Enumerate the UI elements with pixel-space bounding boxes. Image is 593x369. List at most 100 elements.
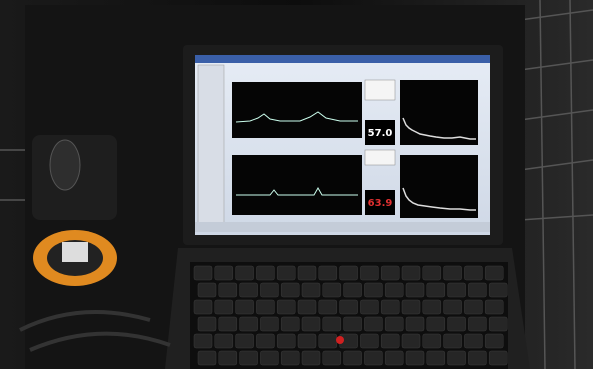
key — [339, 299, 358, 315]
key — [260, 316, 279, 332]
key — [488, 350, 508, 366]
key — [401, 333, 421, 349]
key — [297, 299, 317, 315]
key — [468, 350, 487, 366]
key — [426, 282, 446, 298]
key — [360, 333, 379, 349]
key — [401, 299, 421, 315]
spectrum-panel — [400, 80, 478, 145]
key — [443, 265, 462, 281]
key — [464, 333, 483, 349]
key — [484, 333, 504, 349]
key — [214, 333, 234, 349]
key — [384, 350, 404, 366]
keys — [193, 265, 508, 366]
spectrum — [402, 117, 476, 140]
key — [235, 299, 254, 315]
key — [260, 350, 279, 366]
key — [318, 265, 338, 281]
key — [197, 316, 217, 332]
key — [384, 316, 404, 332]
key — [322, 282, 342, 298]
key — [297, 265, 317, 281]
key — [218, 316, 238, 332]
key — [301, 282, 321, 298]
key — [301, 316, 321, 332]
small-display — [364, 79, 396, 101]
key — [280, 316, 300, 332]
key — [256, 265, 275, 281]
key — [422, 299, 442, 315]
key — [235, 265, 254, 281]
key — [360, 299, 379, 315]
key — [426, 350, 446, 366]
key — [464, 299, 483, 315]
key — [468, 282, 487, 298]
status-bar — [195, 222, 490, 232]
key — [468, 316, 487, 332]
key — [484, 265, 504, 281]
key — [488, 316, 508, 332]
key — [280, 282, 300, 298]
key — [322, 316, 342, 332]
trace — [236, 186, 358, 196]
key — [443, 299, 462, 315]
key — [426, 316, 446, 332]
key — [260, 282, 279, 298]
readout-box — [365, 120, 395, 145]
key — [197, 350, 217, 366]
key — [218, 282, 238, 298]
key — [276, 333, 296, 349]
readout-box — [365, 190, 395, 215]
key — [239, 350, 258, 366]
key — [214, 265, 234, 281]
key — [197, 282, 217, 298]
key — [422, 333, 442, 349]
key — [360, 265, 379, 281]
device-clip — [62, 242, 88, 262]
title-bar — [195, 55, 490, 63]
spectrum — [402, 187, 476, 211]
key — [280, 350, 300, 366]
key — [384, 282, 404, 298]
toolbar — [197, 64, 225, 231]
key — [447, 282, 466, 298]
key — [318, 299, 338, 315]
mouse — [49, 139, 81, 191]
key — [276, 265, 296, 281]
key — [214, 299, 234, 315]
readout: 57.0 — [368, 128, 393, 139]
key — [256, 299, 275, 315]
key — [488, 282, 508, 298]
trackpoint — [336, 336, 344, 344]
key — [301, 350, 321, 366]
key — [447, 350, 466, 366]
key — [364, 350, 383, 366]
key — [256, 333, 275, 349]
small-display — [364, 149, 396, 166]
chart-panel — [232, 155, 362, 215]
key — [322, 350, 342, 366]
key — [364, 316, 383, 332]
key — [401, 265, 421, 281]
key — [405, 316, 425, 332]
key — [380, 299, 400, 315]
key — [422, 265, 442, 281]
key — [343, 282, 362, 298]
key — [193, 333, 213, 349]
key — [380, 265, 400, 281]
chart-panel — [232, 82, 362, 138]
cable — [19, 310, 171, 352]
key — [447, 316, 466, 332]
key — [239, 282, 258, 298]
key — [193, 265, 213, 281]
key — [443, 333, 462, 349]
readout: 63.9 — [368, 198, 393, 209]
trace — [235, 111, 358, 123]
key — [380, 333, 400, 349]
key — [343, 316, 362, 332]
key — [405, 350, 425, 366]
